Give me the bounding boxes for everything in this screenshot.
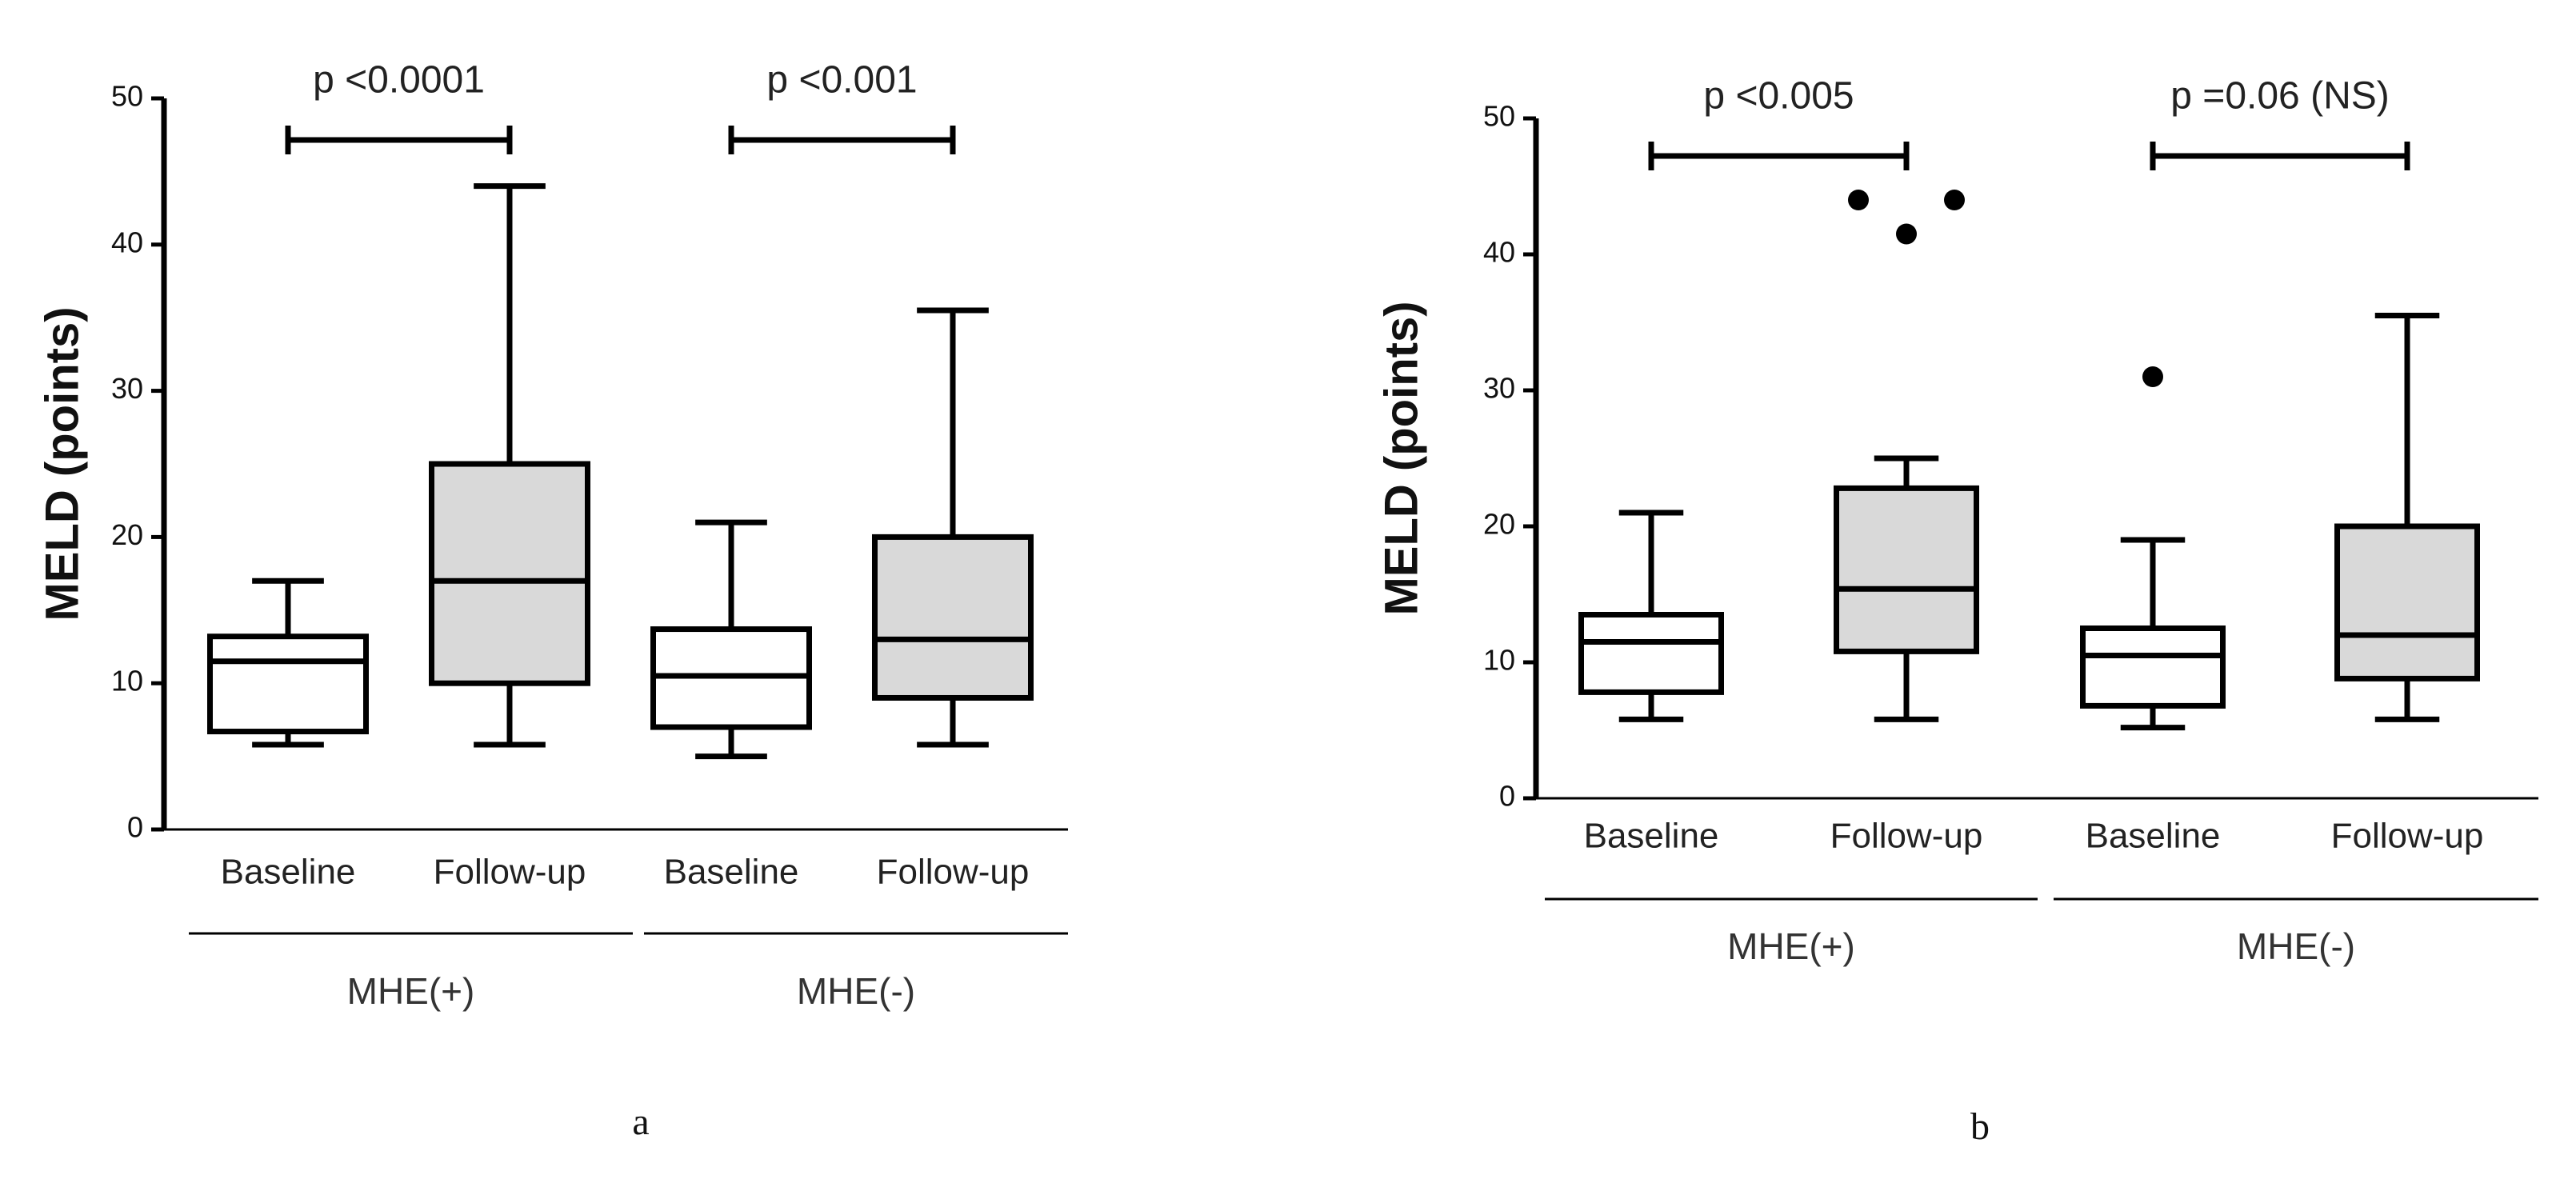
y-tick-label: 0: [1499, 780, 1515, 813]
box: [2334, 523, 2480, 681]
outlier: [2142, 366, 2163, 387]
caption: a: [632, 1101, 649, 1143]
y-tick-label: 30: [1483, 372, 1515, 405]
x-tick-label: Follow-up: [434, 853, 586, 892]
caption: b: [1970, 1105, 1990, 1148]
p-value: p <0.005: [1703, 75, 1854, 118]
group-label: MHE(-): [2237, 925, 2355, 967]
y-axis-label: MELD (points): [1375, 301, 1427, 615]
box: [1578, 612, 1724, 695]
x-tick-label: Follow-up: [2331, 817, 2484, 856]
y-tick-label: 40: [1483, 236, 1515, 269]
y-tick-label: 50: [111, 80, 143, 113]
x-tick-label: Follow-up: [877, 853, 1030, 892]
outlier: [1944, 190, 1965, 210]
outlier: [1896, 223, 1917, 245]
y-tick-label: 0: [127, 811, 143, 844]
y-tick-label: 10: [111, 665, 143, 697]
box: [207, 633, 369, 735]
x-tick-label: Baseline: [1584, 817, 1719, 856]
y-tick-label: 40: [111, 226, 143, 258]
p-value: p <0.0001: [313, 59, 485, 102]
x-tick-label: Baseline: [664, 853, 799, 892]
p-value: p =0.06 (NS): [2170, 75, 2389, 118]
group-label: MHE(+): [347, 970, 475, 1012]
box: [1834, 485, 1979, 654]
outlier: [1848, 190, 1869, 210]
group-label: MHE(+): [1727, 925, 1855, 967]
p-value: p <0.001: [766, 59, 917, 102]
x-tick-label: Baseline: [2086, 817, 2221, 856]
y-tick-label: 20: [1483, 508, 1515, 541]
y-axis-label: MELD (points): [36, 306, 88, 621]
box: [429, 461, 590, 686]
y-tick-label: 20: [111, 518, 143, 551]
x-tick-label: Follow-up: [1830, 817, 1983, 856]
y-tick-label: 30: [111, 372, 143, 405]
x-tick-label: Baseline: [221, 853, 356, 892]
box: [2080, 625, 2226, 709]
group-label: MHE(-): [797, 970, 915, 1012]
y-tick-label: 50: [1483, 100, 1515, 133]
y-tick-label: 10: [1483, 644, 1515, 677]
box: [872, 534, 1034, 701]
